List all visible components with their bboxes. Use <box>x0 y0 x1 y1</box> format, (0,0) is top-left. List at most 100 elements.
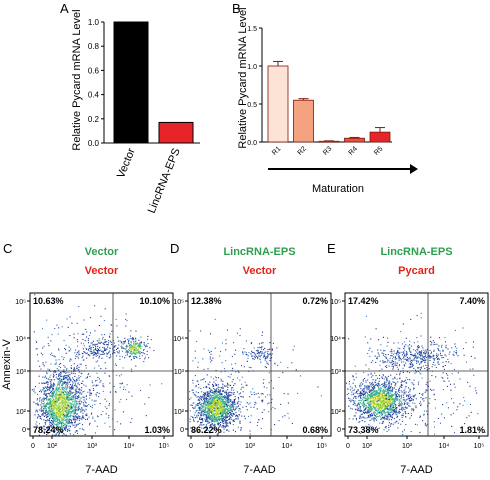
flow-event-dot <box>54 402 56 404</box>
flow-event-dot <box>86 377 88 379</box>
flow-event-dot <box>385 400 387 402</box>
flow-event-dot <box>66 409 68 411</box>
flow-event-dot <box>42 376 44 378</box>
flow-event-dot <box>106 340 108 343</box>
panel-e-events <box>189 318 322 436</box>
flow-event-dot <box>209 389 211 391</box>
flow-event-dot <box>214 406 216 408</box>
flow-event-dot <box>57 424 59 426</box>
flow-event-dot <box>61 384 63 386</box>
flow-event-dot <box>144 344 146 347</box>
flow-event-dot <box>212 396 214 398</box>
flow-event-dot <box>72 403 74 405</box>
flow-event-dot <box>58 394 60 396</box>
flow-event-dot <box>380 392 382 395</box>
flow-event-dot <box>233 399 235 401</box>
flow-event-dot <box>76 424 78 426</box>
flow-event-dot <box>73 337 75 339</box>
flow-event-dot <box>57 394 59 396</box>
flow-event-dot <box>115 391 117 393</box>
flow-event-dot <box>209 396 211 398</box>
flow-event-dot <box>87 339 89 341</box>
flow-event-dot <box>60 430 62 432</box>
flow-event-dot <box>123 341 125 343</box>
flow-event-dot <box>365 387 368 389</box>
flow-event-dot <box>206 424 208 426</box>
flow-event-dot <box>229 423 232 425</box>
flow-event-dot <box>47 432 49 435</box>
flow-event-dot <box>367 429 369 431</box>
flow-event-dot <box>358 393 360 395</box>
flow-event-dot <box>63 393 65 395</box>
flow-event-dot <box>228 422 230 424</box>
flow-event-dot <box>377 411 379 413</box>
flow-event-dot <box>80 400 83 402</box>
flow-event-dot <box>50 411 53 413</box>
flow-event-dot <box>398 403 400 405</box>
flow-event-dot <box>264 358 266 360</box>
flow-event-dot <box>83 409 85 411</box>
flow-event-dot <box>36 341 38 343</box>
flow-event-dot <box>80 382 82 385</box>
flow-event-dot <box>46 403 48 405</box>
flow-event-dot <box>371 412 373 415</box>
flow-event-dot <box>42 407 45 409</box>
flow-event-dot <box>66 397 68 399</box>
flow-event-dot <box>199 403 202 405</box>
flow-event-dot <box>403 397 405 399</box>
flow-event-dot <box>119 358 121 360</box>
flow-event-dot <box>60 428 63 430</box>
flow-event-dot <box>112 339 115 341</box>
flow-event-dot <box>92 346 94 348</box>
flow-event-dot <box>73 368 75 370</box>
panel-e-x-tick-label: 10⁵ <box>317 443 328 450</box>
flow-event-dot <box>229 395 231 397</box>
flow-event-dot <box>127 345 129 347</box>
flow-event-dot <box>201 427 203 429</box>
flow-event-dot <box>48 425 50 427</box>
flow-event-dot <box>46 405 48 407</box>
flow-event-dot <box>66 395 68 397</box>
flow-event-dot <box>381 386 383 388</box>
flow-event-dot <box>90 342 92 344</box>
flow-event-dot <box>234 353 236 355</box>
flow-event-dot <box>209 394 211 396</box>
flow-event-dot <box>373 386 375 388</box>
flow-event-dot <box>197 396 199 398</box>
panel-letter-d: D <box>170 241 179 256</box>
flow-event-dot <box>396 394 398 396</box>
flow-event-dot <box>57 422 59 424</box>
flow-event-dot <box>247 415 250 417</box>
flow-event-dot <box>59 409 61 412</box>
flow-event-dot <box>35 423 37 425</box>
flow-event-dot <box>199 418 201 421</box>
flow-event-dot <box>132 345 134 347</box>
flow-event-dot <box>219 390 221 392</box>
flow-event-dot <box>207 409 209 411</box>
flow-event-dot <box>80 408 82 411</box>
flow-event-dot <box>50 429 52 431</box>
flow-event-dot <box>139 344 141 346</box>
flow-event-dot <box>135 330 137 332</box>
flow-event-dot <box>217 420 219 422</box>
flow-event-dot <box>81 382 83 385</box>
flow-event-dot <box>270 357 273 359</box>
flow-event-dot <box>223 401 225 403</box>
flow-event-dot <box>237 402 239 404</box>
flow-event-dot <box>388 412 390 415</box>
flow-event-dot <box>200 396 202 398</box>
flow-event-dot <box>230 399 232 401</box>
flow-event-dot <box>214 376 216 378</box>
flow-event-dot <box>52 395 54 397</box>
flow-event-dot <box>250 391 252 393</box>
flow-event-dot <box>257 352 259 354</box>
flow-event-dot <box>50 407 53 409</box>
flow-event-dot <box>48 410 50 412</box>
flow-event-dot <box>135 356 137 358</box>
flow-event-dot <box>85 398 88 400</box>
flow-event-dot <box>55 359 57 361</box>
flow-event-dot <box>74 421 76 423</box>
flow-event-dot <box>75 425 77 427</box>
flow-event-dot <box>401 409 403 411</box>
flow-event-dot <box>388 413 391 415</box>
